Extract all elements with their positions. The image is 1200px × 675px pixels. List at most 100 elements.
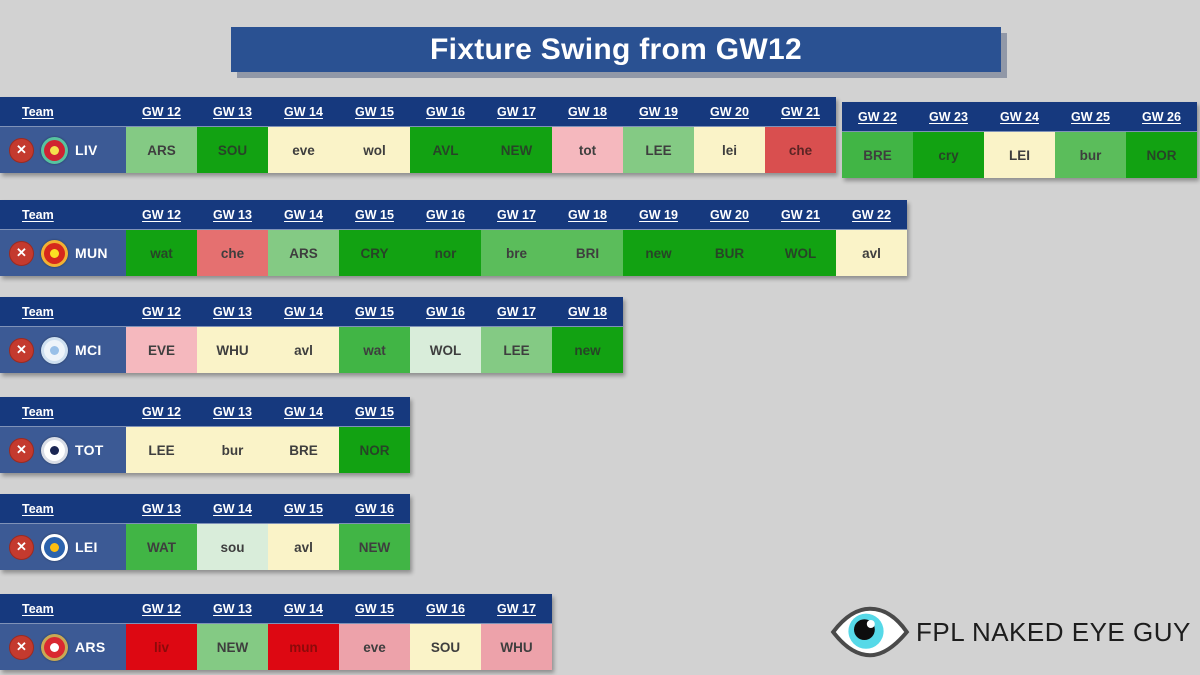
gw-header[interactable]: GW 14 <box>213 501 252 516</box>
team-column-header[interactable]: Team <box>22 304 54 319</box>
fixture-cell: bre <box>481 230 552 276</box>
team-abbr: TOT <box>75 442 104 458</box>
team-abbr: ARS <box>75 639 106 655</box>
gw-header[interactable]: GW 17 <box>497 207 536 222</box>
gw-header[interactable]: GW 13 <box>213 104 252 119</box>
gw-header[interactable]: GW 13 <box>213 601 252 616</box>
gw-header[interactable]: GW 19 <box>639 207 678 222</box>
fixture-cell: BRI <box>552 230 623 276</box>
table-header-row: GW 22 GW 23 GW 24 GW 25 GW 26 <box>842 102 1197 132</box>
gw-header[interactable]: GW 20 <box>710 104 749 119</box>
team-column-header[interactable]: Team <box>22 104 54 119</box>
brand-footer: FPL NAKED EYE GUY <box>830 600 1200 664</box>
gw-header[interactable]: GW 14 <box>284 104 323 119</box>
fixture-cell: ARS <box>126 127 197 173</box>
fixture-cell: EVE <box>126 327 197 373</box>
gw-header[interactable]: GW 13 <box>213 207 252 222</box>
fixture-cell: avl <box>268 327 339 373</box>
table-header-row: Team GW 13 GW 14 GW 15 GW 16 <box>0 494 410 524</box>
remove-team-button[interactable]: ✕ <box>9 137 34 163</box>
fixture-cell: SOU <box>410 624 481 670</box>
remove-team-button[interactable]: ✕ <box>9 437 34 463</box>
fixture-cell: BRE <box>842 132 913 178</box>
gw-header[interactable]: GW 19 <box>639 104 678 119</box>
gw-header[interactable]: GW 12 <box>142 601 181 616</box>
gw-header[interactable]: GW 12 <box>142 304 181 319</box>
fixture-cell: tot <box>552 127 623 173</box>
gw-header[interactable]: GW 14 <box>284 601 323 616</box>
gw-header[interactable]: GW 17 <box>497 304 536 319</box>
fixture-cell: NOR <box>339 427 410 473</box>
gw-header[interactable]: GW 16 <box>426 104 465 119</box>
team-column-header[interactable]: Team <box>22 207 54 222</box>
gw-header[interactable]: GW 21 <box>781 104 820 119</box>
fixture-cell: bur <box>197 427 268 473</box>
fixture-cell: che <box>197 230 268 276</box>
gw-header[interactable]: GW 18 <box>568 104 607 119</box>
gw-header[interactable]: GW 13 <box>213 304 252 319</box>
remove-team-button[interactable]: ✕ <box>9 337 34 363</box>
gw-header[interactable]: GW 24 <box>1000 109 1039 124</box>
gw-header[interactable]: GW 13 <box>142 501 181 516</box>
gw-header[interactable]: GW 22 <box>852 207 891 222</box>
fixture-cell: NEW <box>481 127 552 173</box>
fixture-cell: eve <box>339 624 410 670</box>
fixture-cell: wat <box>339 327 410 373</box>
fixture-cell: LEI <box>984 132 1055 178</box>
gw-header[interactable]: GW 16 <box>426 601 465 616</box>
gw-header[interactable]: GW 20 <box>710 207 749 222</box>
table-segment: Team GW 12 GW 13 GW 14 GW 15 GW 16 GW 17 GW 18 G… <box>0 97 836 173</box>
gw-header[interactable]: GW 26 <box>1142 109 1181 124</box>
fixture-cell: avl <box>268 524 339 570</box>
gw-header[interactable]: GW 17 <box>497 601 536 616</box>
gw-header[interactable]: GW 15 <box>355 404 394 419</box>
gw-header[interactable]: GW 13 <box>213 404 252 419</box>
fixture-cell: ARS <box>268 230 339 276</box>
team-row: BRE cry LEI bur NOR <box>842 132 1197 178</box>
gw-header[interactable]: GW 15 <box>355 104 394 119</box>
gw-header[interactable]: GW 21 <box>781 207 820 222</box>
liv-crest-icon <box>41 136 68 164</box>
gw-header[interactable]: GW 14 <box>284 207 323 222</box>
team-row: ✕ ARS liv NEW mun eve SOU WHU <box>0 624 552 670</box>
fixture-cell: liv <box>126 624 197 670</box>
gw-header[interactable]: GW 12 <box>142 207 181 222</box>
page-title: Fixture Swing from GW12 <box>231 27 1001 72</box>
brand-name: FPL NAKED EYE GUY <box>916 616 1191 647</box>
remove-team-button[interactable]: ✕ <box>9 240 34 266</box>
gw-header[interactable]: GW 15 <box>355 601 394 616</box>
table-header-row: Team GW 12 GW 13 GW 14 GW 15 GW 16 GW 17 GW 18 <box>0 297 623 327</box>
gw-header[interactable]: GW 12 <box>142 404 181 419</box>
fixture-cell: che <box>765 127 836 173</box>
team-column-header[interactable]: Team <box>22 501 54 516</box>
fixture-cell: BUR <box>694 230 765 276</box>
fixture-cell: NEW <box>339 524 410 570</box>
gw-header[interactable]: GW 15 <box>355 207 394 222</box>
gw-header[interactable]: GW 16 <box>426 304 465 319</box>
gw-header[interactable]: GW 15 <box>284 501 323 516</box>
gw-header[interactable]: GW 16 <box>355 501 394 516</box>
fixture-cell: WHU <box>481 624 552 670</box>
gw-header[interactable]: GW 25 <box>1071 109 1110 124</box>
gw-header[interactable]: GW 18 <box>568 304 607 319</box>
gw-header[interactable]: GW 12 <box>142 104 181 119</box>
gw-header[interactable]: GW 23 <box>929 109 968 124</box>
table-header-row: Team GW 12 GW 13 GW 14 GW 15 GW 16 GW 17 <box>0 594 552 624</box>
gw-header[interactable]: GW 14 <box>284 404 323 419</box>
table-header-row: Team GW 12 GW 13 GW 14 GW 15 <box>0 397 410 427</box>
gw-header[interactable]: GW 18 <box>568 207 607 222</box>
gw-header[interactable]: GW 17 <box>497 104 536 119</box>
gw-header[interactable]: GW 16 <box>426 207 465 222</box>
remove-team-button[interactable]: ✕ <box>9 534 34 560</box>
gw-header[interactable]: GW 14 <box>284 304 323 319</box>
team-column-header[interactable]: Team <box>22 601 54 616</box>
remove-team-button[interactable]: ✕ <box>9 634 34 660</box>
fixture-cell: WOL <box>410 327 481 373</box>
gw-header[interactable]: GW 15 <box>355 304 394 319</box>
mun-crest-icon <box>41 239 68 267</box>
fixture-cell: LEE <box>126 427 197 473</box>
team-column-header[interactable]: Team <box>22 404 54 419</box>
fixture-cell: WAT <box>126 524 197 570</box>
gw-header[interactable]: GW 22 <box>858 109 897 124</box>
